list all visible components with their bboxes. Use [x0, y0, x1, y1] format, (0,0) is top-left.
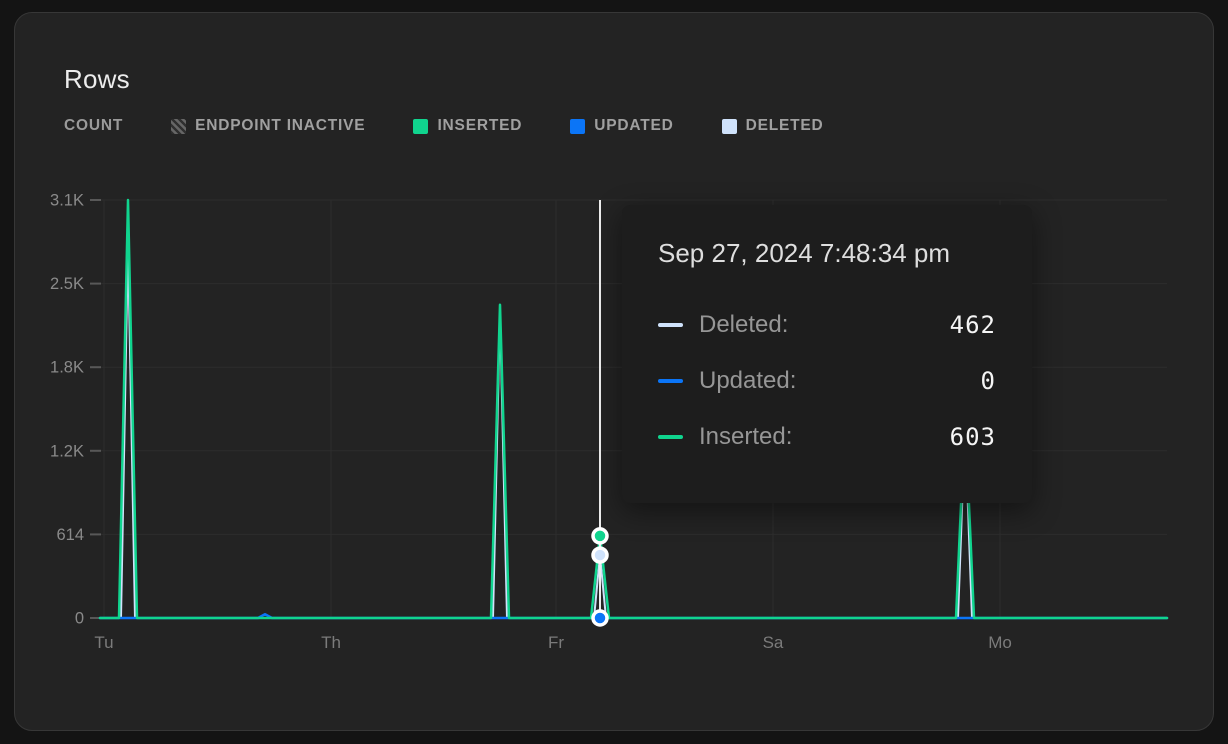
y-tick-label: 1.2K	[50, 442, 84, 460]
y-tick-label: 2.5K	[50, 275, 84, 293]
endpoint-inactive-hatch-icon	[171, 118, 187, 134]
tooltip-row-deleted: Deleted: 462	[658, 297, 996, 353]
y-tick-label: 614	[56, 526, 84, 544]
legend-item-label: DELETED	[745, 117, 824, 134]
chart-tooltip: Sep 27, 2024 7:48:34 pm Deleted: 462 Upd…	[622, 205, 1032, 503]
legend-count-label: COUNT	[64, 117, 124, 134]
chart-title: Rows	[64, 64, 130, 94]
y-tick-label: 3.1K	[50, 192, 84, 210]
inserted-dash-icon	[658, 435, 683, 439]
x-tick-label: Th	[321, 633, 341, 652]
legend-item-label: INSERTED	[437, 117, 523, 134]
x-tick-label: Fr	[548, 633, 564, 652]
legend-item-label: ENDPOINT INACTIVE	[195, 117, 366, 134]
legend-item-deleted[interactable]: DELETED	[721, 117, 824, 135]
legend-item-inserted[interactable]: INSERTED	[413, 117, 522, 135]
x-tick-label: Sa	[763, 633, 784, 652]
legend-item-label: UPDATED	[594, 117, 674, 134]
updated-swatch-icon	[570, 118, 586, 134]
x-tick-label: Mo	[988, 633, 1012, 652]
tooltip-row-inserted: Inserted: 603	[658, 409, 996, 465]
x-tick-label: Tu	[94, 633, 113, 652]
hover-marker-inserted	[591, 527, 609, 545]
legend-item-endpoint-inactive[interactable]: ENDPOINT INACTIVE	[171, 117, 365, 135]
hover-marker-updated	[591, 609, 609, 627]
tooltip-row-value: 0	[980, 367, 996, 395]
tooltip-row-label: Deleted:	[699, 311, 789, 338]
legend-item-updated[interactable]: UPDATED	[570, 117, 673, 135]
deleted-swatch-icon	[721, 118, 737, 134]
hover-marker-deleted	[591, 546, 609, 564]
deleted-dash-icon	[658, 323, 683, 327]
tooltip-row-label: Updated:	[699, 367, 797, 394]
updated-dash-icon	[658, 379, 683, 383]
tooltip-row-value: 462	[949, 311, 996, 339]
inserted-swatch-icon	[413, 118, 429, 134]
tooltip-row-updated: Updated: 0	[658, 353, 996, 409]
tooltip-timestamp: Sep 27, 2024 7:48:34 pm	[658, 238, 951, 268]
y-tick-label: 1.8K	[50, 359, 84, 377]
chart-legend: COUNT ENDPOINT INACTIVE INSERTED UPDATED…	[64, 117, 824, 135]
y-tick-label: 0	[75, 610, 84, 628]
tooltip-row-label: Inserted:	[699, 423, 793, 450]
tooltip-row-value: 603	[949, 423, 996, 451]
